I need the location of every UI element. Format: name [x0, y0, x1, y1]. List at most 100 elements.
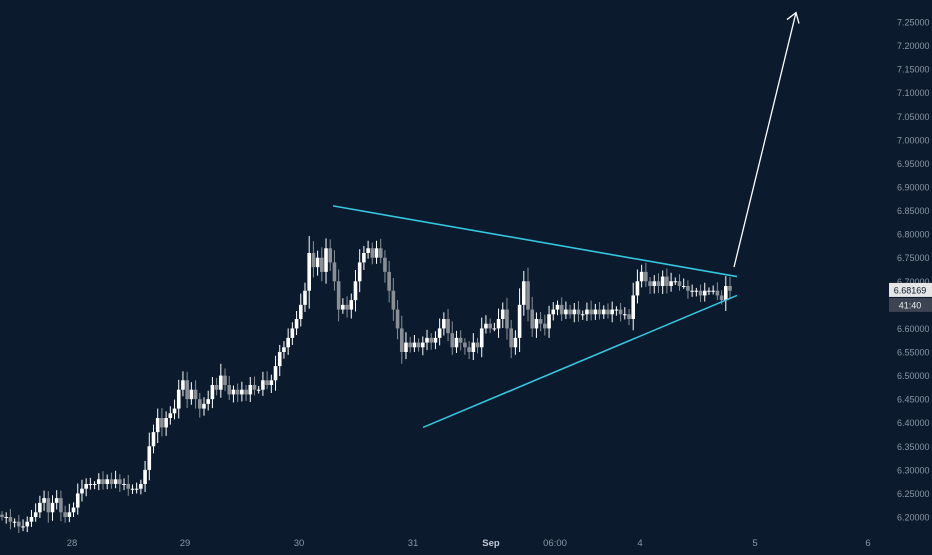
candle-body: [256, 389, 261, 391]
candle-body: [572, 309, 577, 315]
candle-body: [547, 314, 551, 329]
candle-body: [425, 337, 429, 343]
candle-body: [4, 517, 9, 518]
candle-body: [223, 375, 227, 385]
candle-body: [412, 342, 417, 348]
candle: [75, 483, 80, 515]
y-tick-label: 6.70000: [897, 277, 930, 287]
candle: [357, 249, 362, 293]
candle-body: [719, 295, 724, 301]
candle-body: [168, 413, 173, 418]
candle: [54, 490, 59, 510]
candle: [109, 472, 114, 489]
candle: [4, 512, 9, 524]
upper-trendline[interactable]: [332, 205, 738, 278]
candle-body: [656, 281, 661, 286]
candle: [160, 408, 164, 437]
candle: [635, 269, 640, 304]
candle: [59, 490, 63, 522]
candle-body: [378, 248, 383, 258]
candle: [669, 272, 673, 292]
candle: [622, 307, 627, 320]
candle-body: [113, 479, 118, 484]
candle: [197, 393, 202, 418]
candle-body: [75, 493, 80, 508]
candle-body: [534, 319, 539, 329]
candle: [698, 284, 703, 303]
candle: [71, 502, 76, 517]
candle: [559, 297, 564, 321]
candle: [67, 503, 72, 523]
candle: [673, 277, 678, 286]
candle: [694, 287, 699, 297]
candle-body: [269, 380, 274, 385]
candle: [593, 303, 598, 320]
candle-body: [307, 253, 311, 291]
candle-body: [555, 304, 560, 310]
candle-body: [471, 342, 476, 352]
candle-body: [0, 514, 4, 517]
candle: [606, 303, 610, 319]
candle: [265, 371, 269, 390]
candle: [172, 399, 177, 420]
candle-body: [416, 342, 421, 348]
candle-body: [139, 484, 143, 489]
candle-body: [715, 290, 720, 296]
y-tick-label: 6.80000: [897, 230, 930, 240]
candle-body: [155, 418, 160, 433]
candle-body: [12, 521, 17, 523]
lower-trendline[interactable]: [422, 294, 738, 429]
drawings-group[interactable]: [332, 11, 800, 429]
candle-body: [433, 337, 438, 343]
candle-body: [282, 347, 286, 352]
candle-body: [458, 337, 463, 343]
candle-body: [197, 399, 202, 409]
candle: [505, 297, 509, 340]
candle: [383, 250, 387, 283]
candle: [500, 302, 505, 328]
arrow-head: [786, 11, 800, 24]
candle-body: [80, 488, 84, 494]
candle: [286, 328, 290, 355]
candle-body: [189, 389, 194, 400]
y-tick-label: 7.25000: [897, 18, 930, 28]
x-tick-label: 06:00: [543, 538, 567, 549]
candle-body: [252, 385, 257, 390]
candle: [538, 311, 543, 332]
x-tick-label: Sep: [482, 538, 500, 549]
candle: [467, 341, 471, 360]
candle: [488, 318, 492, 334]
candle-body: [341, 304, 345, 310]
y-tick-label: 6.20000: [897, 513, 930, 523]
candle-body: [395, 309, 400, 329]
candle: [206, 390, 210, 411]
candle-body: [707, 290, 711, 292]
candle-body: [479, 328, 484, 348]
x-tick-label: 5: [752, 538, 757, 549]
time-axis[interactable]: 28 29 30 31 Sep 06:00 4 5 6: [67, 538, 871, 549]
candle-body: [59, 498, 63, 513]
candle-body: [84, 484, 88, 489]
candle-body: [349, 300, 354, 310]
candle: [610, 301, 614, 323]
candle-body: [185, 380, 189, 400]
candle: [572, 302, 577, 323]
y-tick-label: 6.55000: [897, 348, 930, 358]
candle: [378, 238, 383, 264]
y-tick-label: 6.90000: [897, 183, 930, 193]
breakout-arrow[interactable]: [733, 11, 800, 268]
candle-body: [698, 290, 703, 296]
candle: [101, 471, 105, 490]
candle-body: [8, 517, 13, 522]
candle-body: [151, 432, 156, 447]
candle: [17, 515, 21, 534]
candle-body: [54, 498, 59, 503]
candle-body: [665, 276, 669, 286]
candle-body: [235, 389, 240, 395]
candle-body: [118, 479, 122, 484]
candle: [496, 308, 501, 338]
candle-body: [50, 502, 55, 513]
candle: [711, 285, 715, 295]
